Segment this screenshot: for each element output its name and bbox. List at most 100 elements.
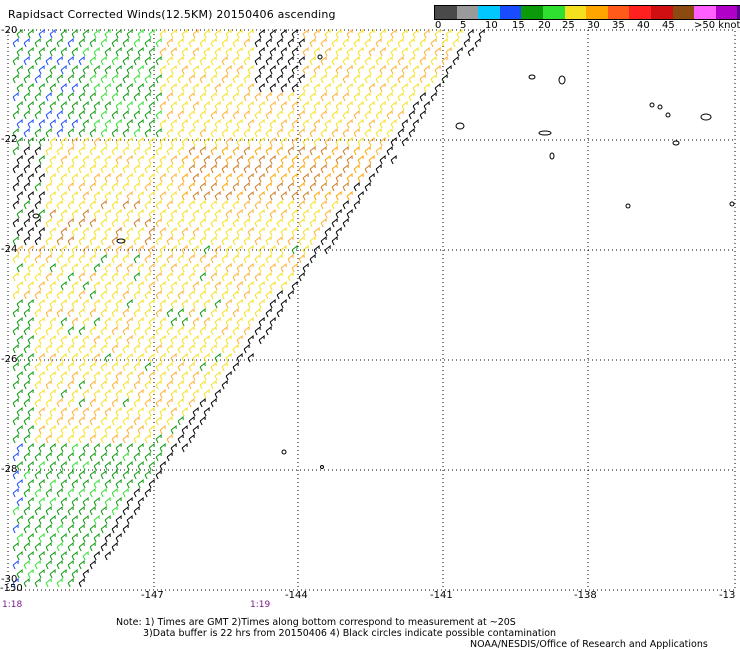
wind-barb <box>100 325 107 336</box>
wind-barb <box>115 136 122 147</box>
wind-barb <box>89 235 96 246</box>
wind-barb <box>269 172 276 183</box>
wind-barb <box>254 307 261 318</box>
wind-barb <box>126 154 133 165</box>
wind-barb <box>12 163 19 174</box>
wind-barb <box>126 442 133 453</box>
wind-barb <box>111 325 118 336</box>
wind-barb <box>111 451 118 462</box>
wind-barb <box>192 190 199 201</box>
wind-barb <box>133 109 140 120</box>
wind-barb <box>276 145 283 156</box>
wind-barb <box>335 28 342 39</box>
wind-barb <box>137 244 144 255</box>
wind-barb <box>34 307 41 318</box>
wind-barb <box>126 514 133 525</box>
wind-barb <box>111 55 118 66</box>
wind-barb <box>38 352 45 363</box>
wind-barb <box>280 280 287 291</box>
wind-barb <box>115 154 122 165</box>
wind-barb <box>243 235 250 246</box>
wind-barb <box>45 217 52 228</box>
wind-barb <box>199 217 206 228</box>
legend-label: 25 <box>562 20 575 31</box>
wind-barb <box>353 91 360 102</box>
wind-barb <box>122 505 129 516</box>
wind-barb <box>115 226 122 237</box>
wind-barb <box>170 388 177 399</box>
wind-barb <box>177 397 184 408</box>
wind-barb <box>188 91 195 102</box>
wind-barb <box>203 352 210 363</box>
wind-barb <box>188 379 195 390</box>
wind-barb <box>192 226 199 237</box>
wind-barb <box>364 73 371 84</box>
wind-barb <box>276 217 283 228</box>
wind-barb <box>265 55 272 66</box>
wind-barb <box>78 505 85 516</box>
wind-barb <box>221 199 228 210</box>
wind-barb <box>221 181 228 192</box>
wind-barb <box>441 37 448 48</box>
wind-barb <box>133 325 140 336</box>
wind-barb <box>137 478 144 489</box>
wind-barb <box>232 127 239 138</box>
wind-barb <box>313 28 320 39</box>
wind-barb <box>364 145 371 156</box>
wind-barb <box>474 37 481 48</box>
wind-barb <box>214 172 221 183</box>
wind-barb <box>38 262 45 273</box>
wind-barb <box>276 163 283 174</box>
island-outline <box>700 113 712 121</box>
wind-barb <box>170 298 177 309</box>
wind-barb <box>56 271 63 282</box>
wind-barb <box>258 280 265 291</box>
wind-barb <box>122 379 129 390</box>
wind-barb <box>38 82 45 93</box>
wind-barb <box>320 145 327 156</box>
wind-barb <box>34 487 41 498</box>
wind-barb <box>324 46 331 57</box>
wind-barb <box>221 145 228 156</box>
wind-barb <box>122 91 129 102</box>
wind-barb <box>67 433 74 444</box>
time-label-1: 1:18 <box>2 600 23 610</box>
wind-barb <box>232 73 239 84</box>
wind-barb <box>331 55 338 66</box>
wind-barb <box>434 46 441 57</box>
wind-barb <box>144 487 151 498</box>
wind-barb <box>71 424 78 435</box>
wind-barb <box>203 298 210 309</box>
wind-barb <box>177 73 184 84</box>
wind-barb <box>166 253 173 264</box>
wind-barb <box>12 253 19 264</box>
wind-barb <box>78 541 85 552</box>
wind-barb <box>56 289 63 300</box>
wind-barb <box>104 532 111 543</box>
wind-barb <box>188 325 195 336</box>
wind-barb <box>60 190 67 201</box>
wind-barb <box>170 46 177 57</box>
wind-barb <box>111 145 118 156</box>
wind-barb <box>379 136 386 147</box>
wind-barb <box>390 82 397 93</box>
wind-barb <box>12 343 19 354</box>
wind-barb <box>364 37 371 48</box>
wind-barb <box>71 100 78 111</box>
wind-barb <box>181 298 188 309</box>
wind-barb <box>181 244 188 255</box>
wind-barb <box>188 109 195 120</box>
wind-barb <box>27 64 34 75</box>
wind-barb <box>192 118 199 129</box>
wind-barb <box>122 253 129 264</box>
wind-barb <box>199 181 206 192</box>
wind-barb <box>155 271 162 282</box>
wind-barb <box>254 145 261 156</box>
wind-barb <box>247 28 254 39</box>
wind-barb <box>104 118 111 129</box>
wind-barb <box>16 64 23 75</box>
wind-barb <box>122 55 129 66</box>
wind-barb <box>280 244 287 255</box>
wind-barb <box>49 370 56 381</box>
